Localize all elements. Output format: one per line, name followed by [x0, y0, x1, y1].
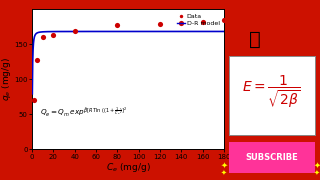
Text: $Q_e = Q_m\,exp^{\bar{\beta}[RT\ln\,((1+\frac{1}{C_e})]^2}$: $Q_e = Q_m\,exp^{\bar{\beta}[RT\ln\,((1+… [40, 105, 127, 118]
Legend: Data, D-R model: Data, D-R model [176, 12, 221, 27]
Point [40, 36, 45, 39]
Point [179, 22, 184, 24]
Y-axis label: $q_e$ (mg/g): $q_e$ (mg/g) [0, 57, 13, 101]
Point [221, 19, 227, 22]
Point [35, 58, 40, 61]
Text: ✦: ✦ [221, 170, 227, 176]
Point [32, 99, 37, 102]
Text: ✦: ✦ [313, 160, 320, 169]
Text: 🔥: 🔥 [249, 30, 260, 49]
Text: SUBSCRIBE: SUBSCRIBE [245, 153, 298, 162]
Text: ✦: ✦ [314, 170, 320, 176]
Point [200, 21, 205, 24]
Point [51, 33, 56, 36]
Point [115, 24, 120, 27]
Text: ✦: ✦ [220, 160, 228, 169]
X-axis label: $C_e$ (mg/g): $C_e$ (mg/g) [106, 161, 150, 174]
Point [157, 22, 163, 25]
Point [72, 30, 77, 33]
Text: $E = \dfrac{1}{\sqrt{2\beta}}$: $E = \dfrac{1}{\sqrt{2\beta}}$ [242, 73, 301, 110]
